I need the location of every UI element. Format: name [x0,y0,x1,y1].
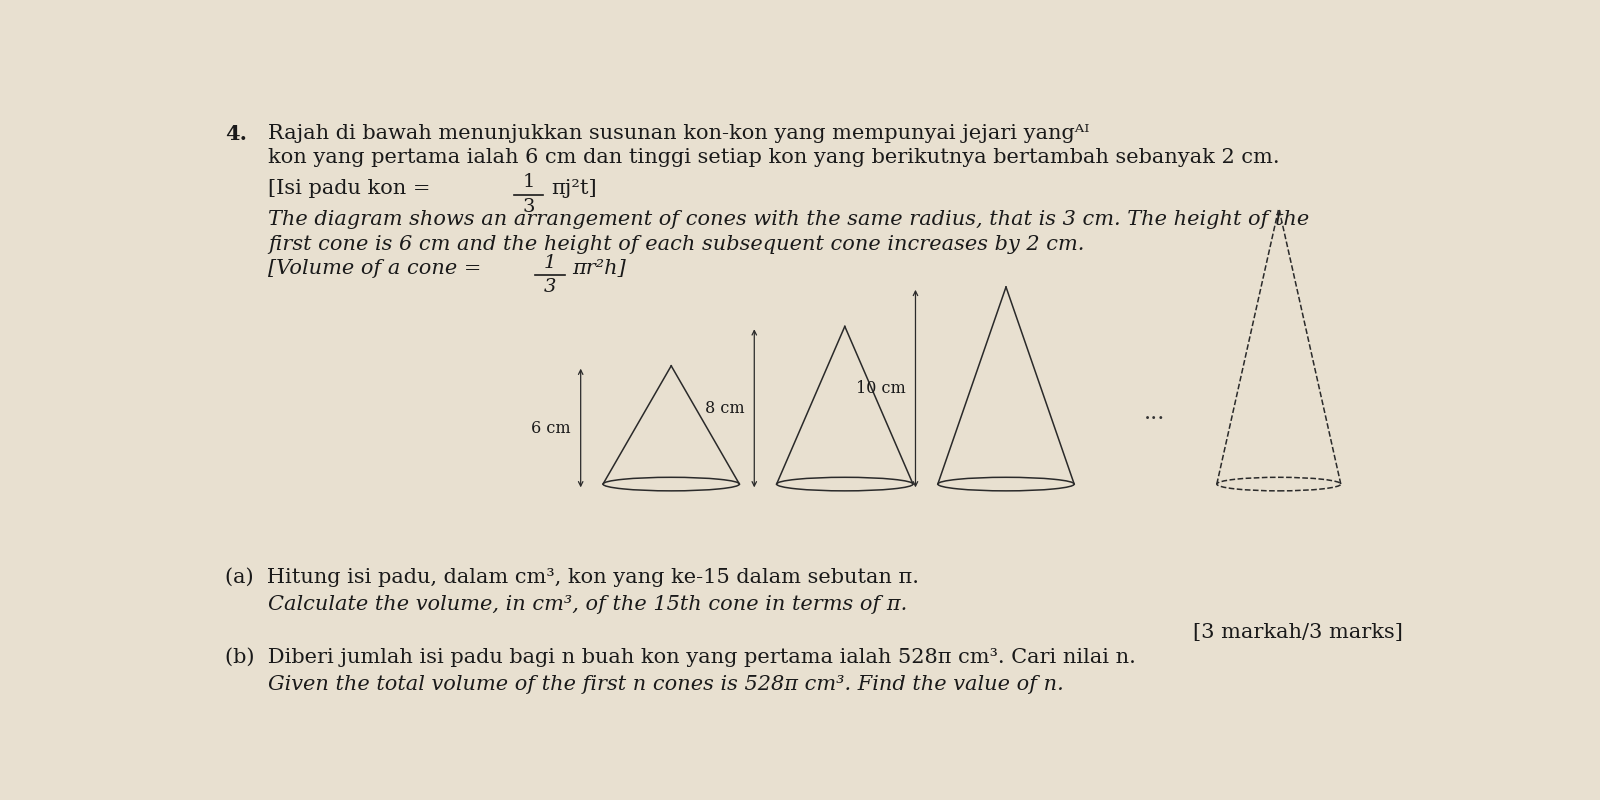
Text: (b)  Diberi jumlah isi padu bagi n buah kon yang pertama ialah 528π cm³. Cari ni: (b) Diberi jumlah isi padu bagi n buah k… [224,647,1136,667]
Text: 10 cm: 10 cm [856,380,906,397]
Text: (a)  Hitung isi padu, dalam cm³, kon yang ke-15 dalam sebutan π.: (a) Hitung isi padu, dalam cm³, kon yang… [224,567,918,587]
Text: kon yang pertama ialah 6 cm dan tinggi setiap kon yang berikutnya bertambah seba: kon yang pertama ialah 6 cm dan tinggi s… [269,148,1280,167]
Text: 4.: 4. [224,124,246,144]
Text: 3: 3 [522,198,534,216]
Text: 1: 1 [544,254,555,271]
Text: The diagram shows an arrangement of cones with the same radius, that is 3 cm. Th: The diagram shows an arrangement of cone… [269,210,1309,229]
Text: Rajah di bawah menunjukkan susunan kon-kon yang mempunyai jejari yangᴬᴵ: Rajah di bawah menunjukkan susunan kon-k… [269,124,1090,142]
Text: first cone is 6 cm and the height of each subsequent cone increases by 2 cm.: first cone is 6 cm and the height of eac… [269,234,1085,254]
Text: πj²t]: πj²t] [550,179,597,198]
Text: πr²h]: πr²h] [573,259,626,278]
Text: 6 cm: 6 cm [531,419,571,437]
Text: 3: 3 [544,278,555,296]
Text: [3 markah/3 marks]: [3 markah/3 marks] [1194,622,1403,642]
Text: 8 cm: 8 cm [704,400,744,417]
Text: ...: ... [1144,402,1165,424]
Text: 1: 1 [523,174,534,191]
Text: [Volume of a cone =: [Volume of a cone = [269,259,488,278]
Text: [Isi padu kon =: [Isi padu kon = [269,179,437,198]
Text: Given the total volume of the first n cones is 528π cm³. Find the value of n.: Given the total volume of the first n co… [269,675,1064,694]
Text: Calculate the volume, in cm³, of the 15th cone in terms of π.: Calculate the volume, in cm³, of the 15t… [269,595,907,614]
